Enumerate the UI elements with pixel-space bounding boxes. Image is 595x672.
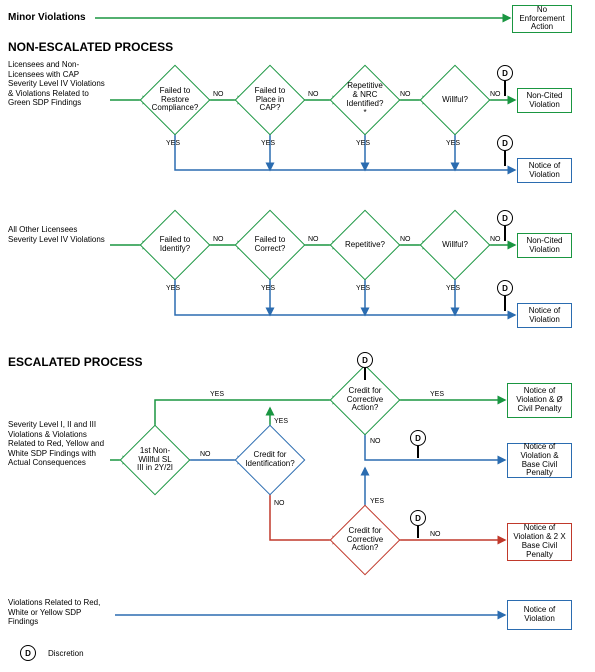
disc-r1a: D [497,65,513,81]
row1-out-yes: Notice of Violation [517,158,572,183]
esc-q3b: Credit for Corrective Action? [340,515,390,565]
row2-out-no: Non-Cited Violation [517,233,572,258]
section2-desc: Severity Level I, II and III Violations … [8,420,108,468]
row2-q3: Repetitive? [340,220,390,270]
row1-q2: Failed to Place in CAP? [245,75,295,125]
esc-out2: Notice of Violation & Base Civil Penalty [507,443,572,478]
row2-q4: Willful? [430,220,480,270]
esc-out1: Notice of Violation & Ø Civil Penalty [507,383,572,418]
esc-q3a: Credit for Corrective Action? [340,375,390,425]
section1-title: NON-ESCALATED PROCESS [8,40,173,54]
disc-e3: D [410,510,426,526]
minor-outcome: No Enforcement Action [512,5,572,33]
disc-r2b: D [497,280,513,296]
row2-out-yes: Notice of Violation [517,303,572,328]
esc-q2: Credit for Identification? [245,435,295,485]
esc-q1: 1st Non-Willful SL III in 2Y/2I [130,435,180,485]
row1-q1: Failed to Restore Compliance? [150,75,200,125]
disc-e2: D [410,430,426,446]
row1-q3: Repetitive & NRC Identified?* [340,75,390,125]
bottom-out: Notice of Violation [507,600,572,630]
esc-out3: Notice of Violation & 2 X Base Civil Pen… [507,523,572,561]
row2-q2: Failed to Correct? [245,220,295,270]
row2-q1: Failed to Identify? [150,220,200,270]
disc-r2a: D [497,210,513,226]
row1-q4: Willful? [430,75,480,125]
minor-title: Minor Violations [8,12,86,23]
row2-desc: All Other Licensees Severity Level IV Vi… [8,225,108,244]
legend-text: Discretion [48,649,84,658]
disc-e1: D [357,352,373,368]
row1-out-no: Non-Cited Violation [517,88,572,113]
disc-r1b: D [497,135,513,151]
bottom-desc: Violations Related to Red, White or Yell… [8,598,113,627]
legend-disc: D [20,645,36,661]
section2-title: ESCALATED PROCESS [8,355,142,369]
row1-desc: Licensees and Non-Licensees with CAP Sev… [8,60,108,108]
